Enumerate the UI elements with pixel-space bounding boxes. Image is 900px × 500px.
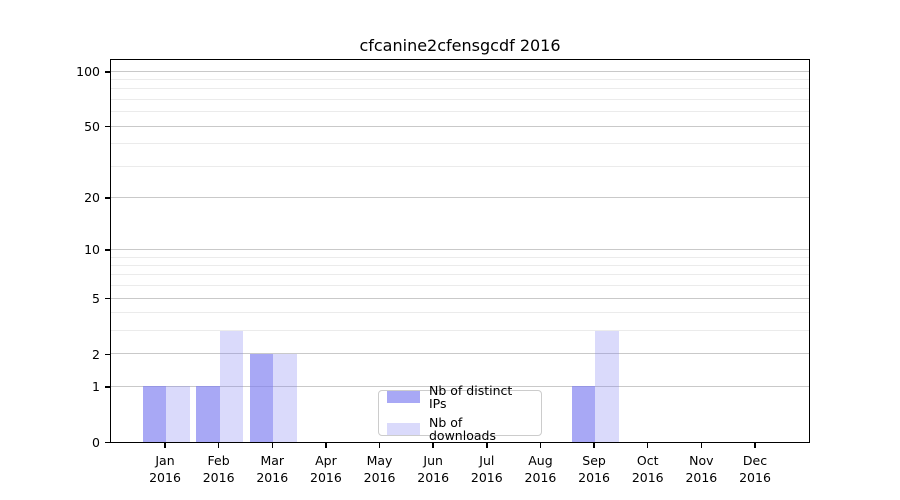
x-tick-label: Sep 2016	[578, 453, 610, 485]
major-gridline	[111, 70, 809, 72]
x-tick-mark	[217, 443, 220, 448]
y-tick-mark	[105, 249, 110, 251]
major-gridline	[111, 125, 809, 127]
legend: Nb of distinct IPs Nb of downloads	[378, 384, 542, 442]
legend-swatch-downloads	[387, 423, 420, 435]
minor-gridline	[111, 274, 809, 276]
major-gridline	[111, 297, 809, 299]
y-tick-label: 20	[84, 190, 100, 206]
x-tick-label: Dec 2016	[739, 453, 771, 485]
bar-distinct-ips	[142, 386, 166, 442]
x-tick-mark	[164, 443, 166, 448]
x-tick-label: Nov 2016	[685, 453, 718, 485]
minor-gridline	[111, 88, 809, 90]
legend-label-distinct-ips: Nb of distinct IPs	[429, 383, 513, 411]
y-tick-mark	[105, 353, 110, 356]
minor-gridline	[111, 111, 809, 113]
bar-downloads	[219, 330, 244, 442]
legend-item-downloads: Nb of downloads	[387, 416, 533, 442]
y-tick-label: 1	[92, 379, 100, 395]
x-tick-label: Jun 2016	[417, 453, 450, 485]
major-gridline	[111, 248, 809, 250]
minor-gridline	[111, 256, 809, 258]
plot-area	[110, 59, 810, 443]
x-tick-mark	[271, 443, 273, 448]
y-tick-label: 2	[92, 346, 100, 362]
major-gridline	[111, 353, 809, 355]
x-tick-label: May 2016	[363, 453, 396, 485]
x-tick-label: Aug 2016	[524, 453, 557, 485]
minor-gridline	[111, 79, 809, 81]
legend-label-downloads: Nb of downloads	[429, 415, 496, 443]
minor-gridline	[111, 285, 809, 287]
x-tick-mark	[432, 443, 434, 448]
legend-item-distinct-ips: Nb of distinct IPs	[387, 384, 533, 410]
x-tick-mark	[486, 443, 488, 448]
y-tick-label: 100	[76, 64, 100, 80]
bar-downloads	[273, 353, 297, 442]
x-tick-mark	[754, 443, 756, 448]
x-tick-label: Jan 2016	[149, 453, 181, 485]
bar-distinct-ips	[249, 353, 274, 442]
y-tick-mark	[105, 71, 110, 73]
x-tick-label: Mar 2016	[256, 453, 289, 485]
y-tick-mark	[105, 197, 110, 199]
bar-downloads	[595, 330, 619, 442]
x-tick-mark	[647, 443, 649, 448]
x-tick-mark	[539, 443, 542, 448]
minor-gridline	[111, 312, 809, 314]
y-tick-mark	[105, 386, 110, 388]
bar-downloads	[166, 386, 190, 442]
x-tick-mark	[378, 443, 381, 448]
x-tick-label: Oct 2016	[631, 453, 664, 485]
minor-gridline	[111, 99, 809, 101]
x-tick-label: Jul 2016	[470, 453, 503, 485]
minor-gridline	[111, 264, 809, 266]
x-tick-label: Feb 2016	[202, 453, 235, 485]
y-tick-mark	[105, 126, 110, 128]
y-tick-mark	[105, 298, 110, 300]
y-tick-label: 0	[92, 435, 100, 450]
x-tick-label: Apr 2016	[310, 453, 342, 485]
minor-gridline	[111, 165, 809, 167]
bar-distinct-ips	[196, 386, 220, 442]
x-tick-mark	[700, 443, 703, 448]
chart-title: cfcanine2cfensgcdf 2016	[359, 36, 561, 55]
bar-distinct-ips	[571, 386, 596, 442]
major-gridline	[111, 385, 809, 387]
y-tick-label: 5	[92, 291, 100, 307]
major-gridline	[111, 196, 809, 198]
x-tick-mark	[593, 443, 595, 448]
legend-swatch-distinct-ips	[387, 391, 420, 403]
minor-gridline	[111, 143, 809, 145]
y-tick-mark	[105, 442, 110, 444]
y-tick-label: 50	[84, 119, 100, 135]
x-tick-mark	[325, 443, 327, 448]
y-tick-label: 10	[84, 242, 100, 258]
minor-gridline	[111, 330, 809, 332]
